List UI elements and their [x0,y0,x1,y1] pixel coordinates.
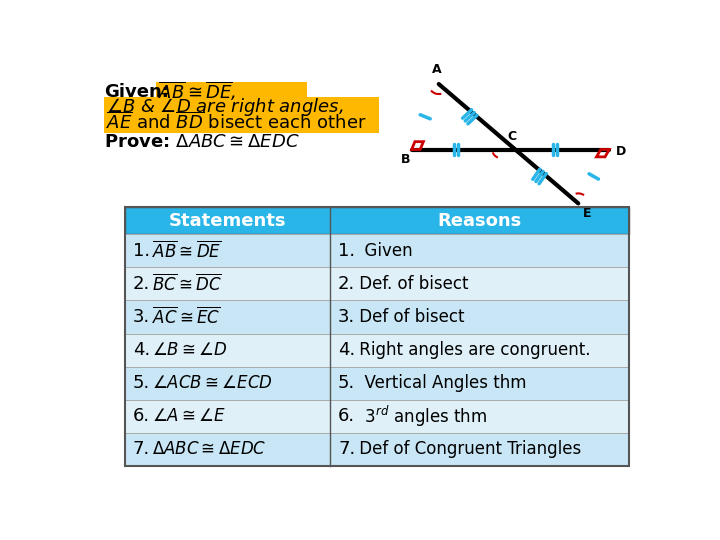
Text: B: B [400,153,410,166]
Text: 2.: 2. [132,275,150,293]
Text: D: D [616,145,626,158]
Bar [125,207,629,234]
Text: $\angle ACB \cong \angle ECD$: $\angle ACB \cong \angle ECD$ [152,374,273,392]
Bar [330,300,629,334]
Text: $\overline{AB} \cong \overline{DE}$,: $\overline{AB} \cong \overline{DE}$, [158,80,237,104]
Text: 2.: 2. [338,275,355,293]
Text: Def. of bisect: Def. of bisect [354,275,468,293]
Bar [104,97,379,118]
Bar [330,234,629,267]
Bar [330,367,629,400]
Bar [125,334,330,367]
Text: 4.: 4. [132,341,150,359]
Text: 6.: 6. [338,407,355,426]
Bar [104,112,379,133]
Text: Right angles are congruent.: Right angles are congruent. [354,341,590,359]
Text: 5.: 5. [132,374,150,392]
Text: $\overline{BC} \cong \overline{DC}$: $\overline{BC} \cong \overline{DC}$ [152,273,222,294]
Bar [125,300,330,334]
Text: 3.: 3. [338,308,355,326]
Text: Reasons: Reasons [437,212,521,230]
Text: $\angle A \cong \angle E$: $\angle A \cong \angle E$ [152,407,226,426]
Text: A: A [433,63,442,76]
Text: Def of bisect: Def of bisect [354,308,464,326]
Text: $\Delta ABC \cong \Delta EDC$: $\Delta ABC \cong \Delta EDC$ [152,441,266,458]
Text: 1.: 1. [338,242,355,260]
Text: 4.: 4. [338,341,355,359]
Bar [330,433,629,466]
Text: 5.: 5. [338,374,355,392]
Bar [330,400,629,433]
Text: Def of Congruent Triangles: Def of Congruent Triangles [354,441,581,458]
Text: Given:: Given: [104,83,168,101]
Text: $\angle B$ & $\angle D$ are right angles,: $\angle B$ & $\angle D$ are right angles… [106,96,343,118]
Text: 3.: 3. [132,308,150,326]
Bar [125,234,330,267]
Bar [330,267,629,300]
Bar [125,207,629,466]
Text: Vertical Angles thm: Vertical Angles thm [354,374,526,392]
Text: 6.: 6. [132,407,150,426]
Text: E: E [583,207,591,220]
Bar [156,82,307,103]
Text: $\overline{AE}$ and $\overline{BD}$ bisect each other: $\overline{AE}$ and $\overline{BD}$ bise… [106,112,366,133]
Text: $\overline{AC} \cong \overline{EC}$: $\overline{AC} \cong \overline{EC}$ [152,307,220,327]
Bar [125,433,330,466]
Text: C: C [507,130,516,143]
Text: Statements: Statements [168,212,287,230]
Text: 7.: 7. [132,441,150,458]
Bar [125,367,330,400]
Text: 3$^{rd}$ angles thm: 3$^{rd}$ angles thm [354,404,487,429]
Text: Prove: $\Delta ABC \cong \Delta EDC$: Prove: $\Delta ABC \cong \Delta EDC$ [104,133,300,151]
Bar [125,267,330,300]
Text: 7.: 7. [338,441,355,458]
Bar [125,400,330,433]
Text: Given: Given [354,242,412,260]
Text: $\overline{AB} \cong \overline{DE}$: $\overline{AB} \cong \overline{DE}$ [152,240,221,261]
Text: 1.: 1. [132,242,150,260]
Text: $\angle B \cong \angle D$: $\angle B \cong \angle D$ [152,341,228,359]
Bar [330,334,629,367]
